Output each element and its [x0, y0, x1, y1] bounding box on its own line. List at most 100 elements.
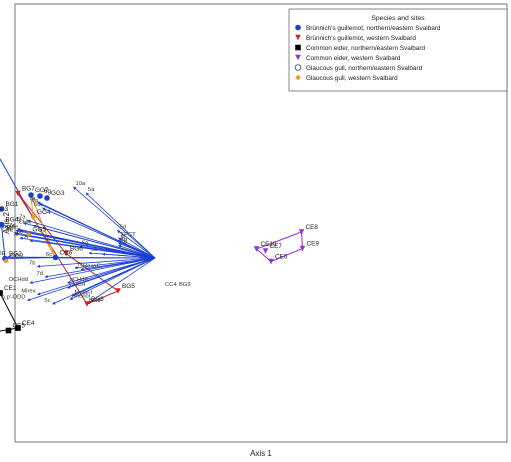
legend-label-4: Glaucous gull, northern/eastern Svalbard	[306, 65, 423, 72]
vector-label-8: 5b	[91, 247, 97, 253]
vector-label-32: αCHdd	[70, 277, 88, 283]
plot-frame	[14, 3, 508, 443]
vector-label-38: 5c	[44, 298, 50, 304]
vector-label-27: BG8	[89, 298, 101, 304]
vector-label-35: p,p'-DDD	[2, 295, 26, 301]
legend-marker-2	[295, 44, 301, 51]
point-label-7: GG3	[51, 190, 65, 197]
legend-box	[288, 8, 508, 92]
vector-label-25: 7b	[29, 261, 35, 267]
vector-27	[86, 257, 156, 305]
point-label-3: BG4	[6, 217, 19, 224]
legend-marker-5	[295, 74, 301, 81]
point-11	[115, 288, 121, 294]
legend-label-3: Common eider, western Svalbard	[306, 55, 401, 62]
vector-label-31: OCHdd	[9, 277, 28, 283]
legend-marker-4	[294, 64, 302, 71]
vector-31	[29, 257, 156, 285]
point-label-14: CE1	[4, 285, 17, 292]
vector-19	[19, 229, 156, 259]
point-labels: BG1BG3BG1BG4BG2GG76gGG3CC6BG7BG6BG5BG8CE…	[0, 186, 320, 334]
point-label-17: CE3	[0, 326, 1, 333]
vector-label-33: βHCH	[70, 282, 86, 288]
point-label-18: CE8	[306, 224, 319, 231]
vector-label-1: 5a	[88, 187, 95, 193]
point-label-12: BG8	[91, 296, 104, 303]
vector-15	[32, 224, 156, 259]
legend: Species and sites Brünnich's guillemot, …	[288, 8, 508, 92]
point-24	[25, 231, 32, 238]
point-9	[15, 190, 21, 197]
vector-label-13: 7a	[19, 215, 26, 221]
vector-label-3: ΣPCT	[121, 232, 137, 238]
legend-label-2: Common eider, northern/eastern Svalbard	[306, 45, 425, 52]
vector-0	[73, 186, 156, 259]
point-label-19: CE9	[307, 241, 320, 248]
vector-label-6: 4d	[121, 240, 127, 246]
vector-13	[26, 219, 156, 259]
legend-title: Species and sites	[371, 15, 425, 22]
vector-29	[74, 257, 156, 270]
vector-8	[88, 251, 156, 259]
vector-2	[117, 230, 156, 259]
vector-label-22: 7f	[13, 232, 18, 238]
legend-marker-1	[295, 34, 301, 41]
vector-label-5: 4g	[121, 237, 127, 243]
point-label-23: GG4	[37, 209, 51, 216]
point-label-4: BG2	[9, 251, 22, 258]
point-label-16: CE5	[13, 323, 26, 330]
variable-vectors: 10a5a5dΣPCT6l4g4d4b5b5g7a6a6d7a5jCHlo7d6…	[0, 181, 156, 305]
point-label-20: CE6	[275, 254, 288, 261]
vector-label-24: PBDE	[0, 251, 6, 257]
point-label-2: BG1	[6, 201, 19, 208]
vector-11	[39, 203, 156, 259]
point-16	[5, 327, 12, 334]
hull-4	[30, 194, 56, 258]
vector-label-19: Oxychlordane	[0, 225, 18, 231]
point-3	[0, 221, 5, 228]
point-10	[63, 250, 69, 257]
x-axis-label: Axis 1	[250, 449, 272, 458]
vector-label-16: 7d	[9, 223, 15, 229]
point-5	[28, 192, 34, 198]
vector-label-4: 6l	[121, 235, 126, 241]
point-7	[44, 195, 50, 201]
point-label-5: GG7	[35, 187, 49, 194]
vector-label-14: 5j	[17, 217, 22, 223]
vector-label-0: 10a	[76, 181, 86, 187]
point-8	[52, 254, 59, 261]
vector-label-21: 7c	[7, 228, 13, 234]
vector-label-37: Phenol	[72, 294, 90, 300]
vector-12	[42, 207, 156, 259]
legend-label-0: Brünnich's guillemot, northern/eastern S…	[306, 25, 441, 32]
point-14	[0, 290, 3, 296]
vector-30	[44, 257, 156, 279]
extra-label-1: BG9	[179, 282, 191, 288]
vector-label-34: Mirex	[21, 289, 35, 295]
vector-21	[14, 232, 156, 259]
point-21	[253, 246, 260, 252]
point-19	[299, 245, 306, 252]
point-label-22: CE7	[270, 243, 283, 250]
vector-34	[36, 257, 156, 296]
vector-23	[29, 239, 156, 259]
site-points	[0, 190, 306, 334]
vector-label-18: 6e	[7, 227, 13, 233]
legend-marker-3	[295, 54, 301, 61]
vector-38	[52, 257, 156, 305]
vector-label-20: 6c	[17, 230, 23, 236]
point-20	[268, 258, 274, 265]
vector-label-26: 6c	[46, 252, 52, 258]
vector-label-10: 7a	[29, 196, 36, 202]
vector-label-2: 5d	[120, 225, 126, 231]
vector-label-17: 6f	[9, 225, 14, 231]
vector-label-11: 6a	[32, 198, 39, 204]
legend-label-1: Brünnich's guillemot, western Svalbard	[306, 35, 416, 42]
vector-1	[85, 192, 156, 259]
point-12	[84, 301, 90, 307]
point-22	[262, 248, 269, 254]
point-25	[3, 258, 9, 264]
vector-37	[69, 257, 156, 300]
legend-label-5: Glaucous gull, western Svalbard	[306, 75, 398, 82]
